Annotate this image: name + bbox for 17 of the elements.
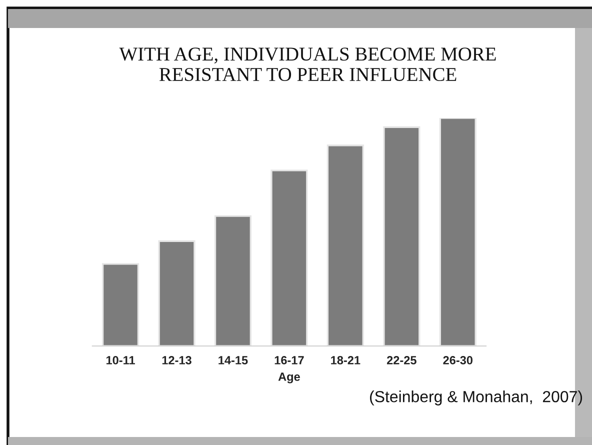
x-tick-label: 14-15 xyxy=(218,356,248,364)
x-tick-label: 12-13 xyxy=(162,356,192,364)
bar xyxy=(102,263,140,346)
bar xyxy=(158,240,196,346)
bar xyxy=(326,144,364,346)
bar xyxy=(383,126,420,346)
x-tick-label: 16-17 xyxy=(274,356,304,364)
bar xyxy=(214,215,252,346)
bar xyxy=(270,170,308,346)
chart-title: WITH AGE, INDIVIDUALS BECOME MORE RESISTANT TO PEER INFLUENCE xyxy=(119,48,496,82)
x-tick-label: 22-25 xyxy=(386,356,416,364)
text: (Steinberg & Monahan, 2007) xyxy=(370,390,582,406)
x-tick-label: 10-11 xyxy=(106,356,135,364)
x-axis-title: Age xyxy=(278,372,300,384)
x-tick-label: 26-30 xyxy=(443,356,472,364)
x-tick-label: 18-21 xyxy=(331,356,360,364)
bar xyxy=(439,118,476,346)
